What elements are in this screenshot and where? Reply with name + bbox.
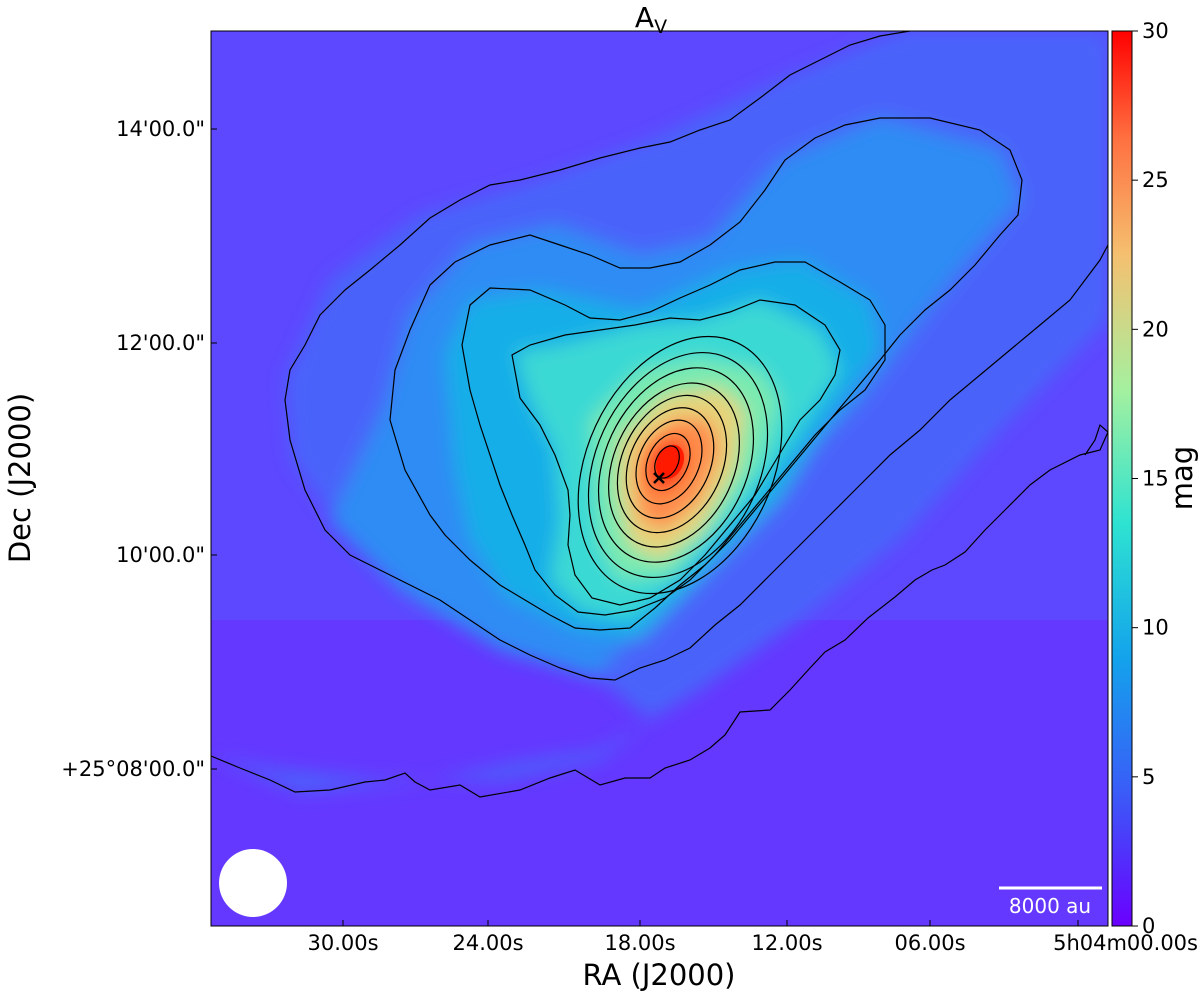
scalebar-label: 8000 au: [1009, 894, 1091, 918]
contour-level-9: [616, 394, 728, 534]
y-tick-label: +25°08'00.0": [61, 757, 205, 781]
contour-outer-lower: [211, 423, 1108, 798]
extinction-map: 8000 au: [211, 31, 1108, 926]
x-tick-label: 12.00s: [751, 931, 822, 955]
colorbar-tick-label: 10: [1142, 616, 1169, 640]
y-axis: 14'00.0" 12'00.0" 10'00.0" +25°08'00.0" …: [3, 117, 217, 781]
colorbar-label: mag: [1165, 446, 1199, 510]
title-subscript: V: [654, 16, 667, 38]
colorbar-tick-label: 20: [1142, 317, 1169, 341]
x-tick-label: 30.00s: [307, 931, 378, 955]
colorbar-tick-label: 30: [1142, 19, 1169, 43]
contour-level-2: [389, 117, 1023, 631]
x-tick-label: 06.00s: [894, 931, 965, 955]
y-tick-label: 10'00.0": [116, 543, 205, 567]
chart-title: AV: [635, 1, 667, 38]
colorbar-tick-label: 5: [1142, 765, 1155, 789]
contour-outer-upper: [284, 31, 1108, 681]
colorbar-tick-label: 0: [1142, 914, 1155, 938]
y-tick-label: 14'00.0": [116, 117, 205, 141]
colorbar-ticks: 0 5 10 15 20 25 30: [1132, 19, 1169, 938]
x-tick-label: 24.00s: [452, 931, 523, 955]
colorbar: 0 5 10 15 20 25 30 mag: [1109, 19, 1199, 938]
peak-center: [655, 444, 685, 480]
contour-lines: [211, 31, 1108, 798]
contour-level-12: [645, 432, 691, 492]
contour-level-5: [577, 335, 783, 595]
contour-level-3: [461, 261, 886, 616]
contour-level-4: [511, 299, 841, 606]
contour-level-8: [607, 382, 741, 548]
contour-level-6: [587, 351, 769, 579]
y-tick-label: 12'00.0": [116, 331, 205, 355]
title-main: A: [635, 1, 654, 34]
contour-level-11: [635, 419, 703, 505]
contour-level-7: [597, 367, 755, 563]
colorbar-tick-label: 25: [1142, 168, 1169, 192]
x-axis-label: RA (J2000): [582, 958, 735, 992]
map-frame: [210, 30, 1109, 927]
x-tick-label: 18.00s: [604, 931, 675, 955]
x-tick-label: 5h04m00.00s: [1053, 931, 1198, 955]
colorbar-gradient: [1112, 31, 1132, 926]
x-axis: 30.00s 24.00s 18.00s 12.00s 06.00s 5h04m…: [307, 920, 1198, 992]
y-axis-label: Dec (J2000): [3, 393, 37, 563]
beam-circle: [219, 849, 287, 917]
contour-level-10: [625, 407, 715, 519]
colorbar-tick-label: 15: [1142, 467, 1169, 491]
peak-marker: [653, 472, 665, 484]
